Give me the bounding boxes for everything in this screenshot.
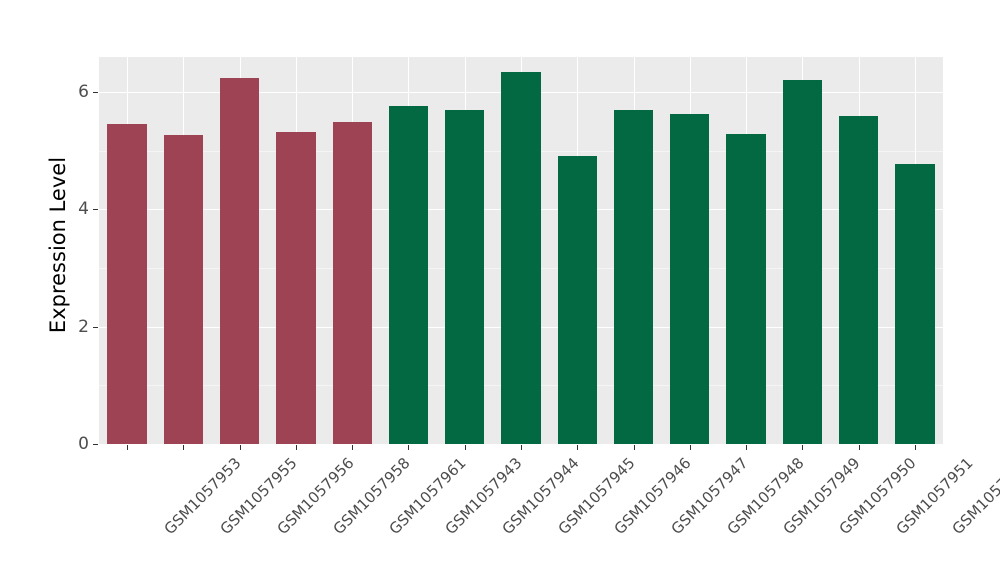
bar (782, 80, 822, 444)
bar (670, 114, 710, 444)
x-tick-mark (127, 445, 128, 450)
x-tick-mark (240, 445, 241, 450)
x-tick-mark (408, 445, 409, 450)
x-tick-mark (352, 445, 353, 450)
bar (163, 135, 204, 444)
bar (895, 164, 935, 444)
y-tick-label: 2 (78, 316, 89, 337)
bar (501, 71, 541, 444)
bar (557, 156, 597, 444)
y-tick-label: 4 (78, 199, 89, 220)
bar (332, 121, 372, 444)
plot-panel (99, 57, 943, 444)
bar (107, 124, 147, 444)
x-tick-mark (802, 445, 803, 450)
x-tick-mark (465, 445, 466, 450)
x-tick-mark (183, 445, 184, 450)
y-tick-mark (93, 326, 98, 328)
y-tick-label: 0 (78, 434, 89, 454)
x-tick-mark (634, 445, 635, 450)
x-tick-mark (296, 445, 297, 450)
x-tick-mark (746, 445, 747, 450)
y-tick-label: 6 (78, 82, 89, 103)
x-tick-mark (915, 445, 916, 450)
y-tick-mark (93, 92, 98, 94)
x-tick-mark (859, 445, 860, 450)
y-axis-title: Expression Level (46, 156, 70, 334)
bar (613, 110, 654, 444)
bar (445, 109, 485, 444)
x-tick-mark (521, 445, 522, 450)
bar (726, 133, 766, 444)
x-tick-mark (690, 445, 691, 450)
x-tick-mark (577, 445, 578, 450)
bar (388, 105, 429, 444)
bar (219, 77, 260, 444)
bar (276, 132, 316, 444)
bar (838, 115, 879, 444)
y-tick-mark (93, 444, 98, 445)
y-tick-mark (93, 209, 98, 211)
